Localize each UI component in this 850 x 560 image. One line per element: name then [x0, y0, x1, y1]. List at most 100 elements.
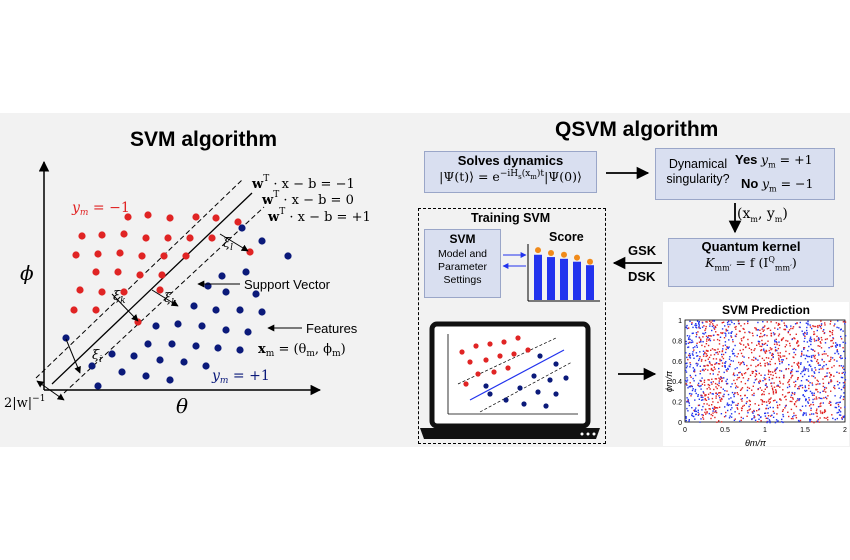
- prediction-point: [742, 417, 744, 420]
- prediction-point: [724, 325, 726, 327]
- prediction-point: [772, 371, 774, 373]
- prediction-point: [701, 326, 704, 328]
- prediction-point: [746, 389, 749, 392]
- prediction-point: [716, 324, 718, 326]
- prediction-point: [765, 417, 767, 419]
- prediction-point: [823, 411, 826, 414]
- prediction-point: [706, 388, 708, 390]
- prediction-point: [721, 328, 724, 330]
- prediction-point: [761, 328, 763, 330]
- prediction-point: [838, 409, 840, 411]
- prediction-point: [691, 389, 694, 392]
- prediction-point: [706, 403, 708, 405]
- prediction-point: [697, 395, 699, 397]
- prediction-point: [715, 386, 717, 388]
- prediction-point: [834, 387, 836, 390]
- margin-line-positive: [63, 206, 265, 394]
- mini-red-dot: [491, 369, 497, 375]
- prediction-point: [748, 409, 750, 411]
- prediction-point: [758, 372, 760, 375]
- prediction-point: [785, 350, 787, 353]
- prediction-point: [718, 343, 721, 345]
- prediction-point: [816, 329, 818, 332]
- prediction-point: [823, 417, 826, 419]
- prediction-point: [820, 347, 823, 349]
- prediction-point: [712, 358, 715, 360]
- red-dot: [120, 230, 128, 238]
- prediction-point: [685, 371, 688, 373]
- prediction-point: [777, 347, 780, 350]
- prediction-point: [725, 361, 727, 363]
- prediction-point: [695, 324, 698, 327]
- prediction-point: [753, 381, 755, 384]
- prediction-point: [743, 336, 745, 338]
- prediction-point: [705, 321, 707, 323]
- prediction-point: [843, 396, 845, 398]
- prediction-point: [705, 353, 708, 355]
- svg-text:ym = +1: ym = +1: [211, 368, 270, 386]
- prediction-point: [811, 413, 813, 415]
- features-eq-sub2: m: [306, 349, 315, 359]
- prediction-point: [712, 393, 714, 395]
- xi-l-sub: l: [230, 243, 233, 253]
- prediction-point: [714, 368, 716, 370]
- prediction-point: [787, 392, 789, 394]
- prediction-point: [838, 372, 840, 374]
- prediction-point: [774, 421, 777, 424]
- prediction-point: [688, 353, 691, 355]
- prediction-point: [695, 352, 698, 354]
- prediction-point: [831, 333, 834, 336]
- prediction-point: [781, 320, 783, 322]
- prediction-point: [706, 412, 708, 414]
- prediction-point: [686, 384, 688, 386]
- prediction-point: [808, 345, 810, 348]
- prediction-point: [805, 354, 808, 357]
- prediction-point: [718, 382, 720, 384]
- prediction-point: [803, 412, 805, 414]
- prediction-point: [740, 419, 742, 422]
- prediction-point: [741, 409, 743, 412]
- navy-dot: [244, 328, 252, 336]
- prediction-point: [815, 383, 817, 386]
- prediction-point: [807, 402, 810, 404]
- prediction-point: [705, 399, 708, 401]
- prediction-point: [740, 343, 742, 345]
- score-marker: [574, 254, 580, 261]
- navy-dot: [62, 334, 70, 342]
- prediction-point: [769, 398, 771, 400]
- red-dot: [234, 218, 242, 226]
- prediction-point: [821, 366, 824, 368]
- pred-xtick: 1.5: [800, 427, 810, 434]
- prediction-point: [714, 407, 716, 409]
- prediction-point: [689, 364, 692, 366]
- prediction-point: [797, 361, 800, 364]
- prediction-point: [715, 411, 718, 414]
- prediction-point: [761, 389, 763, 391]
- prediction-point: [789, 342, 791, 345]
- pred-ytick: 0.2: [672, 400, 682, 407]
- prediction-point: [747, 379, 749, 382]
- prediction-point: [817, 380, 819, 383]
- prediction-point: [788, 415, 790, 418]
- prediction-point: [728, 339, 730, 341]
- prediction-point: [699, 365, 701, 367]
- prediction-point: [697, 382, 700, 385]
- prediction-point: [731, 391, 734, 394]
- prediction-point: [730, 332, 732, 334]
- prediction-point: [691, 412, 694, 415]
- prediction-point: [824, 342, 827, 344]
- prediction-point: [777, 420, 779, 422]
- prediction-point: [809, 338, 811, 340]
- prediction-point: [686, 379, 689, 381]
- prediction-point: [728, 417, 731, 419]
- prediction-point: [785, 339, 787, 342]
- prediction-point: [816, 335, 818, 338]
- prediction-point: [830, 390, 832, 392]
- prediction-point: [764, 342, 767, 345]
- prediction-point: [757, 359, 759, 361]
- prediction-point: [801, 352, 803, 354]
- prediction-point: [692, 326, 694, 329]
- prediction-point: [779, 382, 782, 384]
- navy-dot: [156, 356, 164, 364]
- prediction-point: [817, 325, 819, 327]
